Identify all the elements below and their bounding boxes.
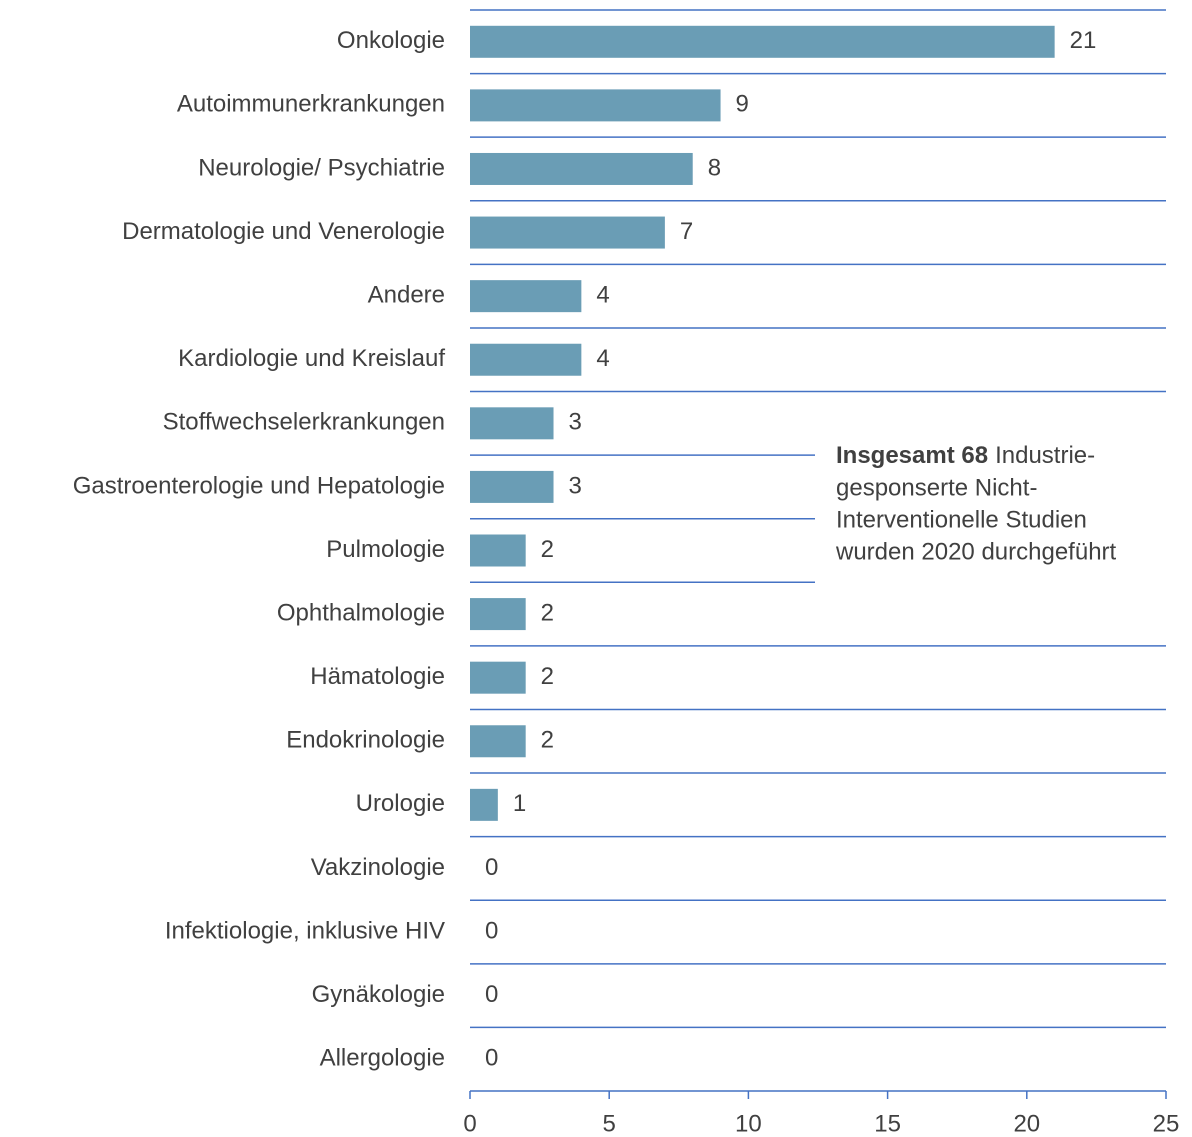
y-tick-label: Stoffwechselerkrankungen [163, 409, 445, 436]
y-tick-label: Vakzinologie [311, 854, 445, 881]
x-tick-label: 0 [463, 1110, 476, 1137]
value-label: 21 [1070, 27, 1097, 54]
y-tick-label: Pulmologie [326, 536, 445, 563]
bar [470, 25, 1055, 58]
value-label: 3 [569, 409, 582, 436]
bar [470, 152, 693, 185]
value-label: 4 [596, 345, 609, 372]
x-tick-label: 25 [1153, 1110, 1180, 1137]
annotation: Insgesamt 68 Industrie- [836, 442, 1095, 469]
value-label: 3 [569, 472, 582, 499]
y-tick-label: Infektiologie, inklusive HIV [165, 917, 445, 944]
bar [470, 661, 526, 694]
annotation-line: Industrie- [995, 442, 1095, 469]
value-label: 2 [541, 663, 554, 690]
value-label: 0 [485, 1045, 498, 1072]
value-label: 2 [541, 536, 554, 563]
y-tick-label: Endokrinologie [286, 727, 445, 754]
bar [470, 343, 582, 376]
y-tick-label: Allergologie [320, 1045, 445, 1072]
y-tick-label: Onkologie [337, 27, 445, 54]
y-tick-label: Dermatologie und Venerologie [122, 218, 445, 245]
bar [470, 598, 526, 631]
value-label: 0 [485, 854, 498, 881]
y-tick-label: Hämatologie [310, 663, 445, 690]
annotation-line: gesponserte Nicht- [836, 474, 1037, 501]
value-label: 8 [708, 154, 721, 181]
bar [470, 470, 554, 503]
value-label: 4 [596, 281, 609, 308]
y-tick-label: Kardiologie und Kreislauf [178, 345, 445, 372]
x-tick-label: 15 [874, 1110, 901, 1137]
value-label: 0 [485, 981, 498, 1008]
value-label: 2 [541, 727, 554, 754]
y-tick-label: Ophthalmologie [277, 599, 445, 626]
y-tick-label: Autoimmunerkrankungen [177, 91, 445, 118]
x-tick-label: 5 [603, 1110, 616, 1137]
x-tick-label: 10 [735, 1110, 762, 1137]
annotation-bold: Insgesamt 68 [836, 442, 988, 469]
value-label: 7 [680, 218, 693, 245]
bar [470, 216, 665, 249]
y-tick-label: Gynäkologie [312, 981, 445, 1008]
y-tick-label: Gastroenterologie und Hepatologie [73, 472, 445, 499]
value-label: 9 [736, 91, 749, 118]
x-tick-label: 20 [1013, 1110, 1040, 1137]
y-tick-label: Neurologie/ Psychiatrie [198, 154, 445, 181]
bar [470, 534, 526, 567]
bar [470, 89, 721, 122]
bar [470, 280, 582, 313]
y-tick-label: Andere [368, 281, 445, 308]
bar [470, 725, 526, 758]
value-label: 1 [513, 790, 526, 817]
bar [470, 407, 554, 440]
annotation-line: wurden 2020 durchgeführt [835, 538, 1117, 565]
annotation-line: Interventionelle Studien [836, 506, 1087, 533]
bar [470, 788, 498, 821]
value-label: 0 [485, 917, 498, 944]
y-tick-label: Urologie [356, 790, 445, 817]
value-label: 2 [541, 599, 554, 626]
